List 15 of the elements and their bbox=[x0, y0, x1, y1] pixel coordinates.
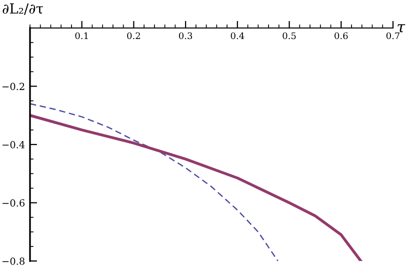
x-axis-title: τ bbox=[398, 24, 406, 32]
x-tick-label: 0.2 bbox=[127, 32, 140, 40]
x-tick-label: 0.7 bbox=[386, 32, 400, 40]
y-tick-label: −0.4 bbox=[2, 140, 25, 148]
x-tick-label: 0.5 bbox=[282, 32, 296, 40]
x-tick-label: 0.3 bbox=[178, 32, 192, 40]
line-series bbox=[30, 103, 278, 261]
y-tick-label: −0.8 bbox=[2, 257, 24, 265]
x-tick-label: 0.6 bbox=[334, 32, 348, 40]
x-tick-label: 0.4 bbox=[230, 32, 244, 40]
x-tick-label: 0.1 bbox=[75, 32, 88, 40]
y-axis-title: ∂L₂/∂τ bbox=[2, 3, 43, 15]
line-series bbox=[30, 114, 362, 261]
y-tick-label: −0.2 bbox=[2, 82, 24, 90]
y-tick-label: −0.6 bbox=[2, 199, 25, 207]
